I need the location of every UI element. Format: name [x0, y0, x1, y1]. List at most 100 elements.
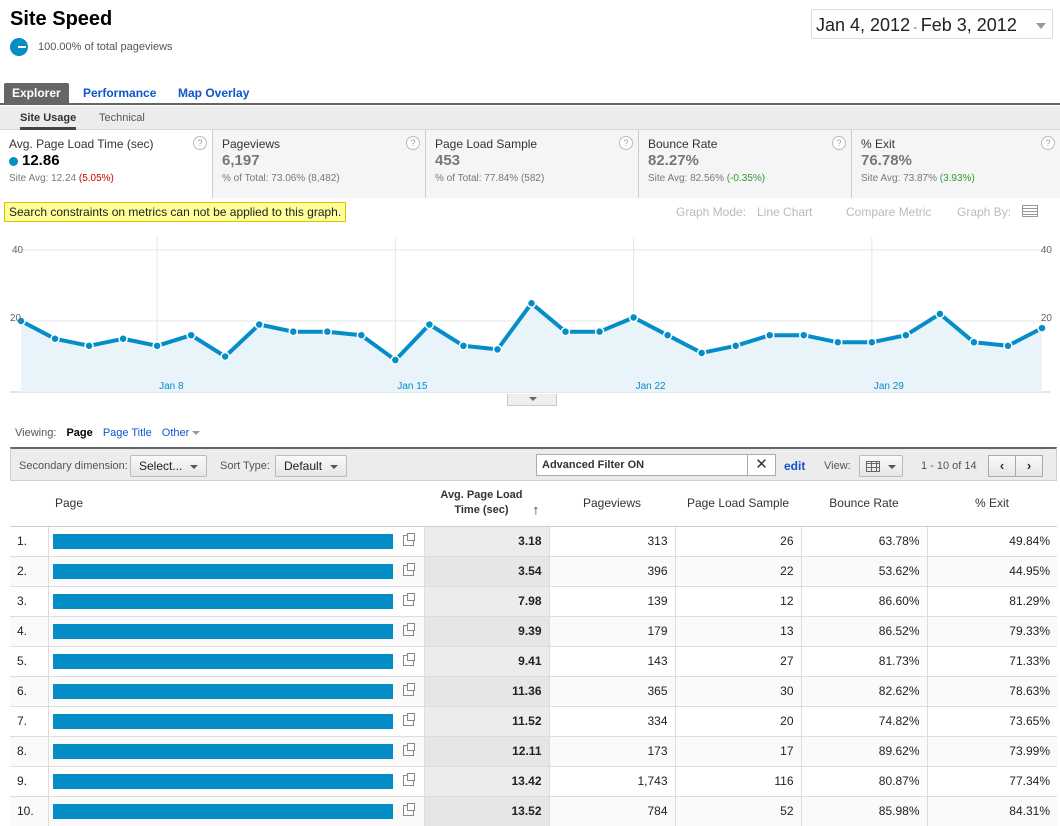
- help-icon[interactable]: ?: [832, 136, 846, 150]
- chart-point[interactable]: [220, 351, 230, 362]
- chart-point[interactable]: [935, 309, 945, 319]
- chart-point[interactable]: [526, 298, 537, 308]
- page-cell[interactable]: [48, 736, 425, 767]
- page-cell[interactable]: [48, 646, 425, 677]
- chart-point[interactable]: [730, 341, 741, 351]
- dimension-other[interactable]: Other: [162, 427, 201, 439]
- chart-point[interactable]: [492, 344, 503, 355]
- open-page-icon[interactable]: [402, 532, 415, 546]
- page-cell[interactable]: [48, 796, 425, 826]
- table-row[interactable]: 5. 9.41 143 27 81.73% 71.33%: [10, 646, 1057, 677]
- chart-point[interactable]: [628, 312, 639, 323]
- chart-point[interactable]: [322, 326, 333, 337]
- table-row[interactable]: 2. 3.54 396 22 53.62% 44.95%: [10, 556, 1057, 587]
- col-header-page[interactable]: Page: [10, 481, 424, 527]
- chart-point[interactable]: [458, 341, 469, 351]
- next-page-button[interactable]: ›: [1015, 455, 1043, 477]
- dimension-page[interactable]: Page: [66, 427, 93, 439]
- help-icon[interactable]: ?: [193, 136, 207, 150]
- metric-exit-rate[interactable]: % Exit 76.78% Site Avg: 73.87% (3.93%) ?: [852, 130, 1060, 198]
- chart-point[interactable]: [833, 337, 843, 348]
- chart-point[interactable]: [50, 334, 60, 344]
- compare-metric-button[interactable]: Compare Metric: [846, 205, 932, 219]
- chart-point[interactable]: [867, 337, 877, 348]
- col-header-exit[interactable]: % Exit: [927, 481, 1057, 527]
- tab-map-overlay[interactable]: Map Overlay: [178, 86, 250, 100]
- table-row[interactable]: 10. 13.52 784 52 85.98% 84.31%: [10, 796, 1057, 826]
- open-page-icon[interactable]: [402, 562, 415, 576]
- redacted-page-url[interactable]: [52, 653, 393, 669]
- metric-page-load-sample[interactable]: Page Load Sample 453 % of Total: 77.84% …: [426, 130, 639, 198]
- date-range-picker[interactable]: Jan 4, 2012 - Feb 3, 2012: [811, 9, 1053, 39]
- col-header-pageviews[interactable]: Pageviews: [549, 481, 675, 527]
- subtab-technical[interactable]: Technical: [99, 112, 145, 124]
- help-icon[interactable]: ?: [406, 136, 420, 150]
- col-header-bounce-rate[interactable]: Bounce Rate: [801, 481, 927, 527]
- page-cell[interactable]: [48, 766, 425, 797]
- subtab-site-usage[interactable]: Site Usage: [20, 106, 77, 130]
- redacted-page-url[interactable]: [52, 593, 393, 609]
- chart-point[interactable]: [186, 330, 196, 340]
- chart-point[interactable]: [1003, 341, 1013, 351]
- open-page-icon[interactable]: [402, 592, 415, 606]
- metric-bounce-rate[interactable]: Bounce Rate 82.27% Site Avg: 82.56% (-0.…: [639, 130, 852, 198]
- col-header-avg-load-time[interactable]: Avg. Page Load Time (sec) ↑: [424, 481, 549, 527]
- chart-point[interactable]: [390, 355, 401, 365]
- view-type-select[interactable]: [859, 455, 903, 477]
- chart-point[interactable]: [799, 330, 809, 340]
- chart-point[interactable]: [84, 341, 94, 351]
- chart-collapse-handle[interactable]: [507, 394, 557, 406]
- chart-point[interactable]: [118, 334, 128, 344]
- table-row[interactable]: 1. 3.18 313 26 63.78% 49.84%: [10, 526, 1057, 557]
- table-row[interactable]: 8. 12.11 173 17 89.62% 73.99%: [10, 736, 1057, 767]
- chart-point[interactable]: [356, 330, 367, 340]
- dimension-page-title[interactable]: Page Title: [102, 427, 152, 439]
- chart-point[interactable]: [152, 341, 162, 351]
- open-page-icon[interactable]: [402, 682, 415, 696]
- clear-filter-icon[interactable]: ✕: [747, 455, 775, 475]
- chart-point[interactable]: [16, 316, 26, 326]
- metric-avg-page-load-time[interactable]: Avg. Page Load Time (sec) 12.86 Site Avg…: [0, 130, 213, 198]
- help-icon[interactable]: ?: [619, 136, 633, 150]
- chart-point[interactable]: [424, 319, 435, 330]
- edit-filter-link[interactable]: edit: [784, 459, 806, 473]
- chart-point[interactable]: [560, 326, 571, 337]
- table-row[interactable]: 6. 11.36 365 30 82.62% 78.63%: [10, 676, 1057, 707]
- redacted-page-url[interactable]: [52, 683, 393, 699]
- redacted-page-url[interactable]: [52, 743, 393, 759]
- page-cell[interactable]: [48, 676, 425, 707]
- chart-point[interactable]: [662, 330, 673, 340]
- open-page-icon[interactable]: [402, 652, 415, 666]
- page-cell[interactable]: [48, 526, 425, 557]
- open-page-icon[interactable]: [402, 772, 415, 786]
- page-cell[interactable]: [48, 706, 425, 737]
- chart-point[interactable]: [594, 326, 605, 337]
- redacted-page-url[interactable]: [52, 623, 393, 639]
- open-page-icon[interactable]: [402, 742, 415, 756]
- chart-point[interactable]: [696, 348, 707, 358]
- chart-point[interactable]: [1037, 323, 1047, 333]
- prev-page-button[interactable]: ‹: [988, 455, 1016, 477]
- chart-point[interactable]: [969, 337, 979, 348]
- tab-performance[interactable]: Performance: [83, 86, 157, 100]
- metric-pageviews[interactable]: Pageviews 6,197 % of Total: 73.06% (8,48…: [213, 130, 426, 198]
- table-row[interactable]: 3. 7.98 139 12 86.60% 81.29%: [10, 586, 1057, 617]
- redacted-page-url[interactable]: [52, 803, 393, 819]
- help-icon[interactable]: ?: [1041, 136, 1055, 150]
- page-cell[interactable]: [48, 616, 425, 647]
- graph-mode-line-chart[interactable]: Line Chart: [757, 205, 813, 219]
- col-header-page-load-sample[interactable]: Page Load Sample: [675, 481, 801, 527]
- table-row[interactable]: 7. 11.52 334 20 74.82% 73.65%: [10, 706, 1057, 737]
- page-cell[interactable]: [48, 586, 425, 617]
- chart-point[interactable]: [901, 330, 911, 340]
- page-cell[interactable]: [48, 556, 425, 587]
- chart-point[interactable]: [764, 330, 775, 340]
- table-row[interactable]: 4. 9.39 179 13 86.52% 79.33%: [10, 616, 1057, 647]
- redacted-page-url[interactable]: [52, 563, 393, 579]
- chart-point[interactable]: [254, 319, 264, 330]
- tab-explorer[interactable]: Explorer: [4, 83, 69, 104]
- table-row[interactable]: 9. 13.42 1,743 116 80.87% 77.34%: [10, 766, 1057, 797]
- secondary-dimension-select[interactable]: Select...: [130, 455, 208, 477]
- filter-input[interactable]: Advanced Filter ON ✕: [536, 454, 776, 476]
- open-page-icon[interactable]: [402, 802, 415, 816]
